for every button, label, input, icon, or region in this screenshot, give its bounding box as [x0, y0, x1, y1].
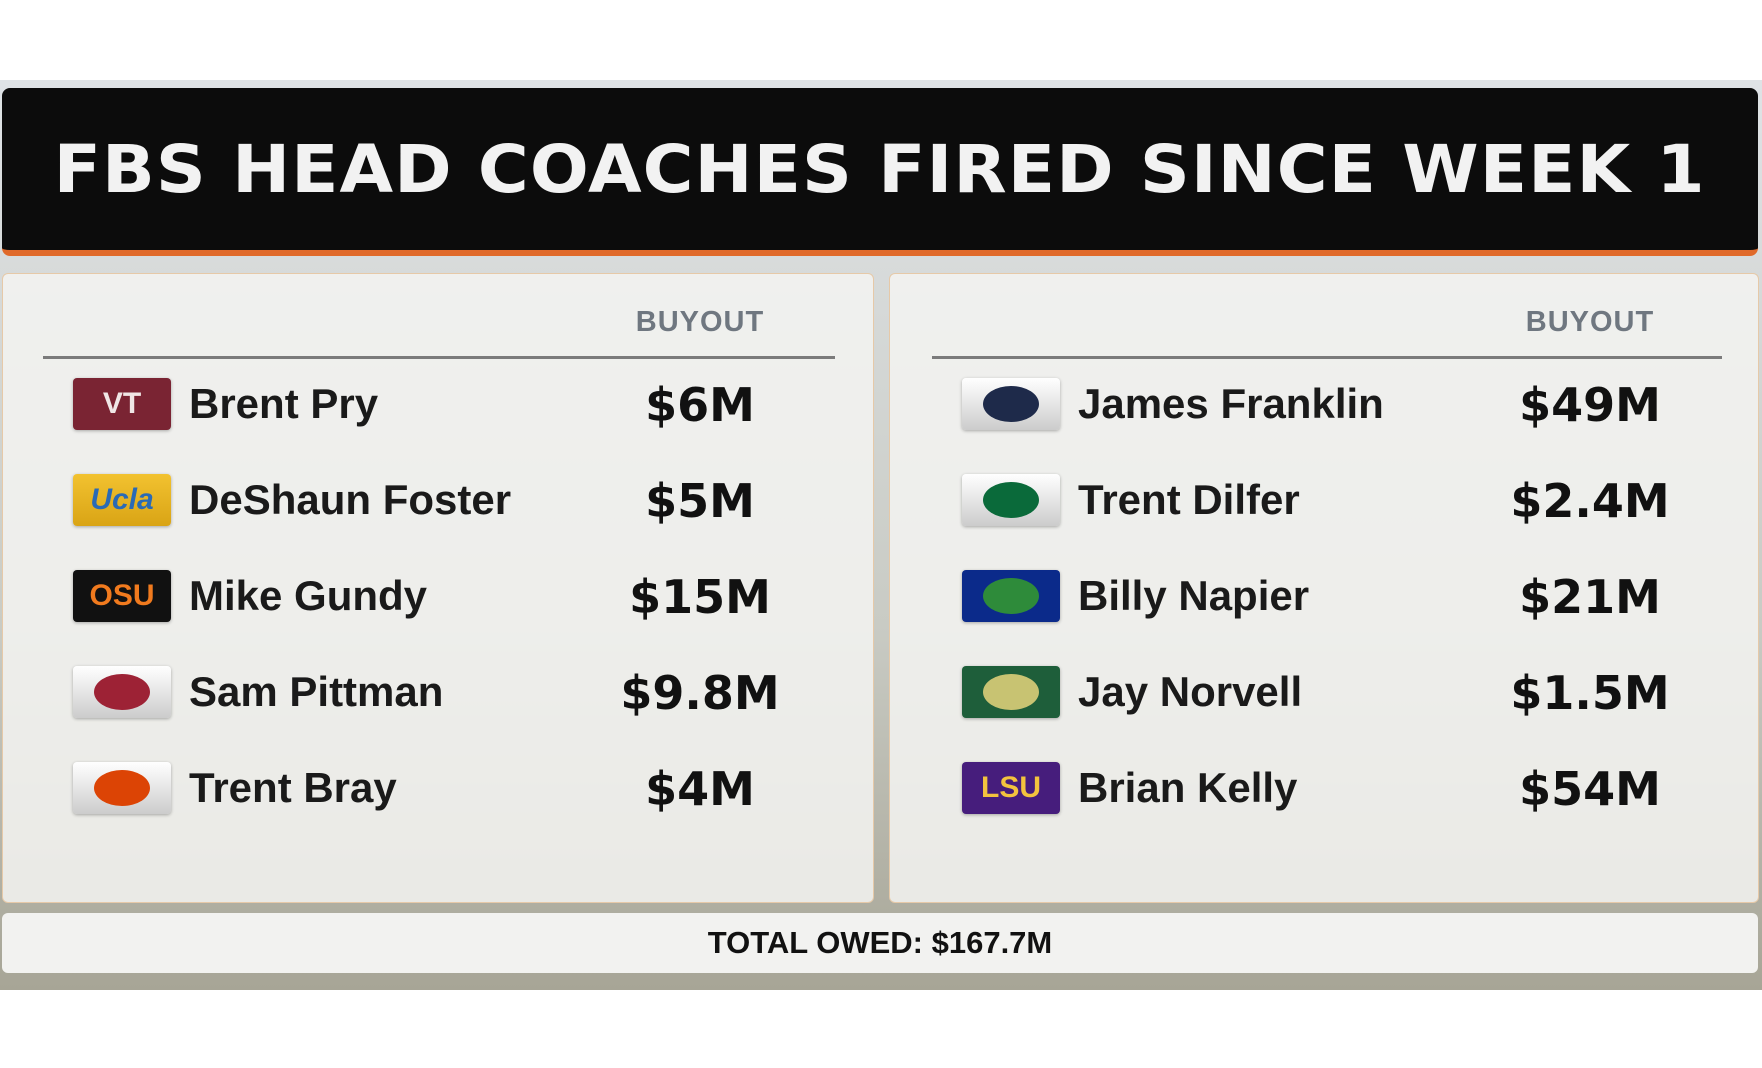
logo-icon	[983, 578, 1039, 614]
divider	[932, 356, 1722, 359]
coach-row: Billy Napier $21M	[962, 562, 1738, 632]
coach-name: Trent Dilfer	[1078, 476, 1300, 523]
coach-name: Trent Bray	[189, 764, 397, 811]
coach-name: Mike Gundy	[189, 572, 428, 619]
column-header: BUYOUT	[1525, 306, 1655, 338]
coach-name: Sam Pittman	[189, 668, 444, 715]
buyout: $2.4M	[1510, 474, 1670, 528]
column-header: BUYOUT	[635, 306, 765, 338]
coach-row: Ucla DeShaun Foster $5M	[73, 466, 853, 536]
team-logo: Ucla	[73, 474, 171, 526]
logo-icon	[983, 386, 1039, 422]
team-logo	[73, 762, 171, 814]
coach-row: Trent Dilfer $2.4M	[962, 466, 1738, 536]
buyout: $15M	[629, 570, 771, 624]
logo-icon	[983, 674, 1039, 710]
panel: BUYOUT VT Brent Pry $6M Ucla DeShaun Foster $5…	[2, 273, 874, 903]
panel: BUYOUT James Franklin $49M Trent Dilfer $2.4…	[889, 273, 1759, 903]
buyout: $54M	[1519, 762, 1661, 816]
coach-row: VT Brent Pry $6M	[73, 370, 853, 440]
buyout: $4M	[645, 762, 755, 816]
team-logo	[962, 474, 1060, 526]
title-bar: FBS HEAD COACHES FIRED SINCE WEEK 1	[2, 88, 1758, 256]
team-logo: OSU	[73, 570, 171, 622]
buyout: $5M	[645, 474, 755, 528]
logo-icon	[94, 770, 150, 806]
team-logo	[962, 378, 1060, 430]
team-logo	[962, 666, 1060, 718]
coach-name: James Franklin	[1078, 380, 1384, 427]
coach-row: Jay Norvell $1.5M	[962, 658, 1738, 728]
buyout: $6M	[645, 378, 755, 432]
coach-name: Brian Kelly	[1078, 764, 1298, 811]
logo-icon	[94, 674, 150, 710]
divider	[43, 356, 835, 359]
buyout: $9.8M	[620, 666, 780, 720]
buyout: $1.5M	[1510, 666, 1670, 720]
coach-name: Brent Pry	[189, 380, 379, 427]
coach-row: OSU Mike Gundy $15M	[73, 562, 853, 632]
coach-name: Jay Norvell	[1078, 668, 1303, 715]
coach-row: LSU Brian Kelly $54M	[962, 754, 1738, 824]
team-logo: VT	[73, 378, 171, 430]
footer: TOTAL OWED: $167.7M	[707, 925, 1053, 960]
coach-name: DeShaun Foster	[189, 476, 512, 523]
coach-row: Sam Pittman $9.8M	[73, 658, 853, 728]
team-logo	[73, 666, 171, 718]
coach-row: James Franklin $49M	[962, 370, 1738, 440]
title: FBS HEAD COACHES FIRED SINCE WEEK 1	[53, 130, 1707, 208]
team-logo	[962, 570, 1060, 622]
buyout: $21M	[1519, 570, 1661, 624]
coach-name: Billy Napier	[1078, 572, 1310, 619]
footer-bar: TOTAL OWED: $167.7M	[2, 913, 1758, 973]
logo-icon	[983, 482, 1039, 518]
team-logo: LSU	[962, 762, 1060, 814]
buyout: $49M	[1519, 378, 1661, 432]
coach-row: Trent Bray $4M	[73, 754, 853, 824]
